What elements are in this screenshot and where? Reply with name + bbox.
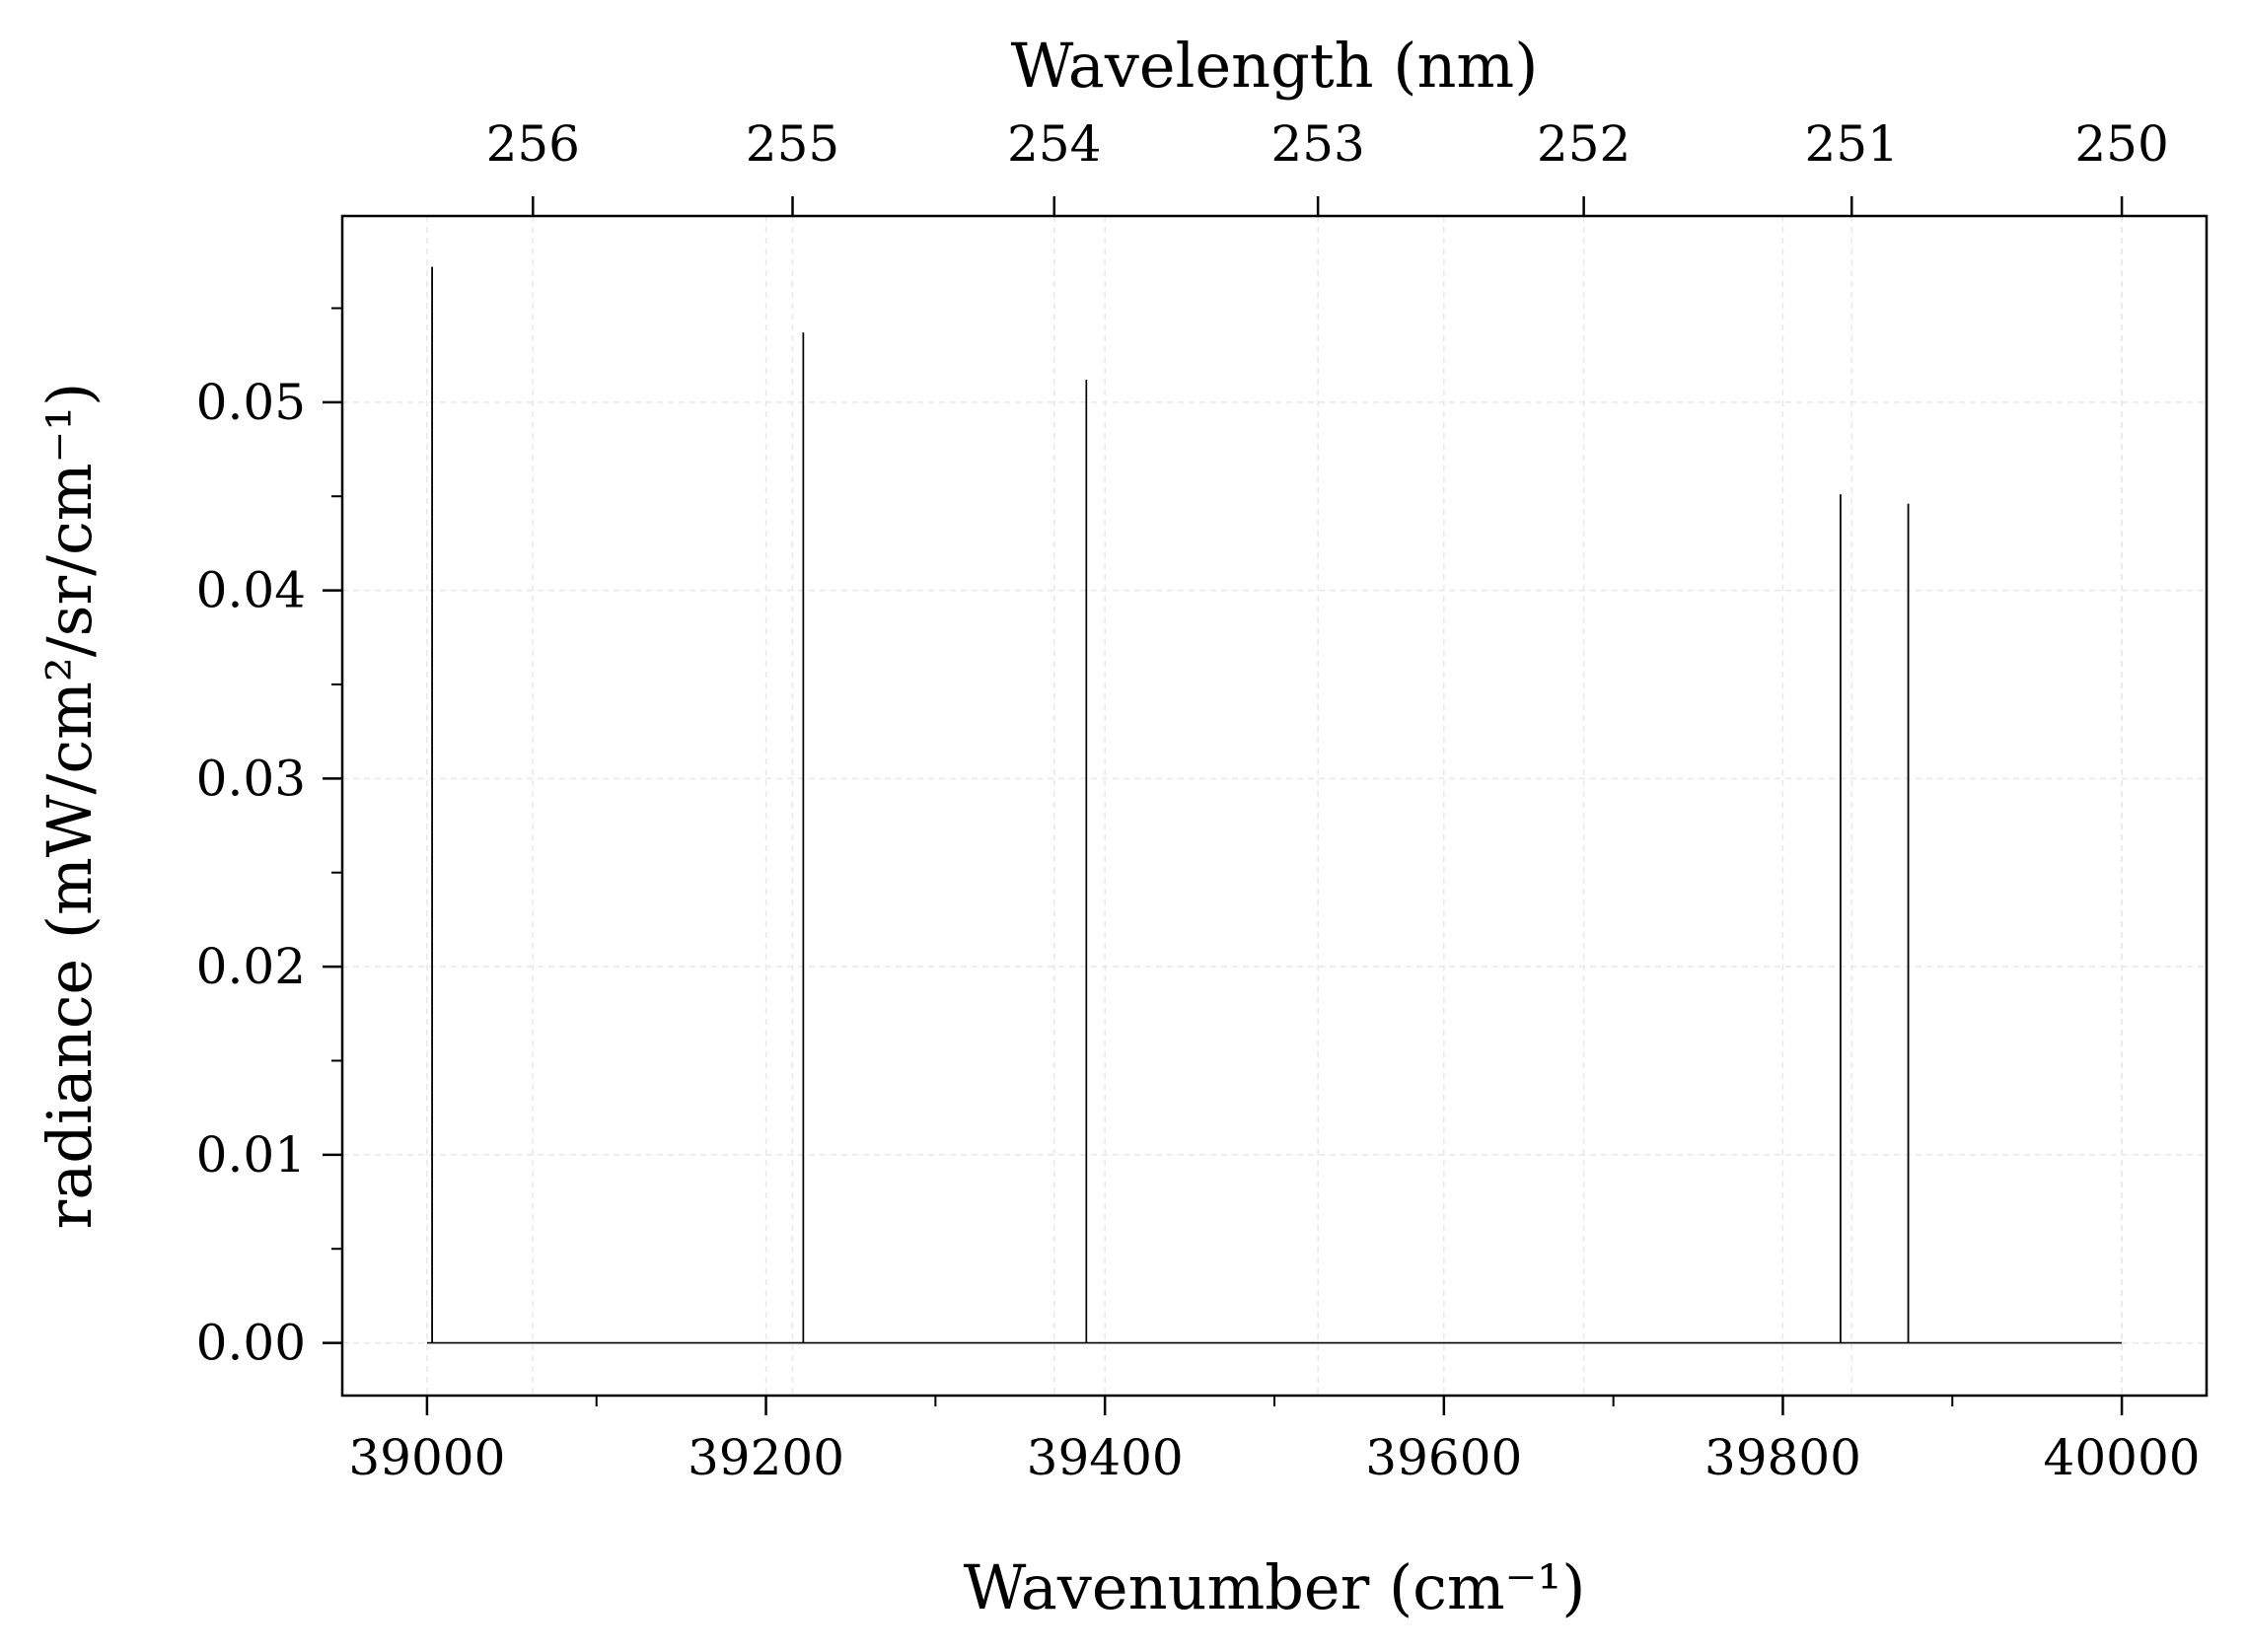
y-tick-label: 0.04 bbox=[196, 562, 306, 619]
y-axis-title: radiance (mW/cm²/sr/cm⁻¹) bbox=[34, 383, 106, 1230]
x2-tick-label: 251 bbox=[1805, 115, 1899, 173]
x-axis-top: 256 255 254 253 252 251 250 bbox=[486, 115, 2169, 216]
x-tick-label: 40000 bbox=[2044, 1429, 2201, 1486]
x2-tick-label: 255 bbox=[746, 115, 839, 173]
y-axis-left: 0.00 0.01 0.02 0.03 0.04 0.05 bbox=[196, 307, 342, 1372]
x2-tick-label: 252 bbox=[1537, 115, 1631, 173]
y-tick-label: 0.00 bbox=[196, 1315, 306, 1372]
x2-tick-label: 250 bbox=[2074, 115, 2168, 173]
x-tick-label: 39800 bbox=[1704, 1429, 1861, 1486]
spectrum-line bbox=[426, 266, 2123, 1344]
grid-layer bbox=[342, 216, 2207, 1396]
x2-tick-label: 253 bbox=[1270, 115, 1364, 173]
plot-frame bbox=[340, 214, 2209, 1398]
x-tick-label: 39400 bbox=[1027, 1429, 1184, 1486]
x2-tick-label: 254 bbox=[1007, 115, 1101, 173]
x-tick-label: 39600 bbox=[1365, 1429, 1522, 1486]
y-tick-label: 0.01 bbox=[196, 1126, 306, 1184]
x-tick-label: 39200 bbox=[688, 1429, 844, 1486]
y-tick-label: 0.02 bbox=[196, 938, 306, 995]
y-tick-label: 0.03 bbox=[196, 750, 306, 807]
x2-axis-title: Wavelength (nm) bbox=[1011, 30, 1539, 102]
x-tick-label: 39000 bbox=[348, 1429, 505, 1486]
x2-tick-label: 256 bbox=[486, 115, 580, 173]
y-tick-label: 0.05 bbox=[196, 374, 306, 431]
series-layer bbox=[426, 266, 2123, 1344]
x-axis-bottom: 39000 39200 39400 39600 39800 40000 bbox=[348, 1396, 2201, 1486]
x-axis-title: Wavenumber (cm⁻¹) bbox=[964, 1551, 1586, 1623]
